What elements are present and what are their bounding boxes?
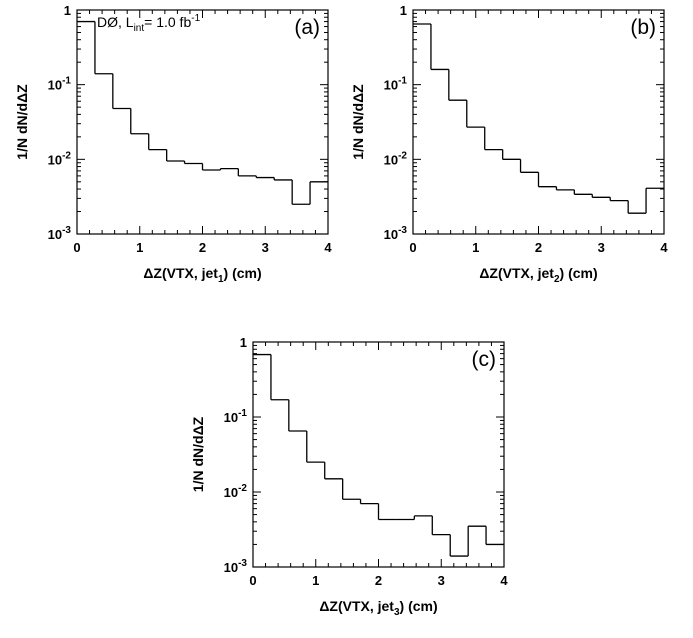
y-tick-label: 1 [64, 3, 71, 18]
y-tick-label: 10-3 [224, 558, 248, 575]
x-tick-label: 3 [262, 240, 269, 255]
panel-1: 0 1 2 3 4 1 10-1 10-2 10-3 (a) DØ, Lint= 1.0 fb-1 Δ… [14, 3, 332, 285]
y-tick-label: 1 [240, 335, 247, 350]
x-axis-title: ΔZ(VTX, jet2) (cm) [479, 265, 597, 285]
y-tick-label: 10-1 [48, 76, 72, 93]
x-tick-label: 3 [598, 240, 605, 255]
y-tick-label: 1 [400, 3, 407, 18]
panel-label: (c) [472, 348, 497, 371]
y-axis-title: 1/N dN/dΔZ [350, 84, 366, 160]
y-axis-title: 1/N dN/dΔZ [14, 84, 30, 160]
x-axis-title: ΔZ(VTX, jet3) (cm) [319, 598, 437, 618]
x-axis-title: ΔZ(VTX, jet1) (cm) [143, 265, 261, 285]
x-tick-label: 4 [324, 240, 332, 255]
x-tick-label: 2 [375, 573, 382, 588]
plot-frame [76, 9, 329, 235]
y-axis-title: 1/N dN/dΔZ [190, 416, 206, 492]
x-tick-label: 3 [438, 573, 445, 588]
panel-3: 0 1 2 3 4 1 10-1 10-2 10-3 (c) ΔZ(VTX, jet3) (cm) 1… [190, 335, 508, 618]
y-tick-label: 10-1 [224, 408, 248, 425]
x-tick-label: 0 [249, 573, 256, 588]
y-tick-label: 10-2 [384, 150, 408, 167]
panel-label: (a) [294, 16, 320, 39]
y-tick-label: 10-2 [48, 150, 72, 167]
x-tick-label: 2 [199, 240, 206, 255]
x-tick-label: 0 [73, 240, 80, 255]
annotation-text: DØ, Lint= 1.0 fb-1 [97, 13, 201, 34]
x-tick-label: 4 [660, 240, 668, 255]
panel-2: 0 1 2 3 4 1 10-1 10-2 10-3 (b) ΔZ(VTX, jet2) (cm) 1… [350, 3, 668, 285]
y-tick-label: 10-3 [384, 225, 408, 242]
x-tick-label: 4 [500, 573, 508, 588]
y-tick-label: 10-1 [384, 76, 408, 93]
x-tick-label: 1 [472, 240, 479, 255]
y-tick-label: 10-3 [48, 225, 72, 242]
y-tick-label: 10-2 [224, 483, 248, 500]
plot-frame [252, 341, 505, 568]
x-tick-label: 2 [535, 240, 542, 255]
x-tick-label: 0 [409, 240, 416, 255]
panel-label: (b) [630, 16, 656, 39]
x-tick-label: 1 [312, 573, 319, 588]
x-tick-label: 1 [136, 240, 143, 255]
